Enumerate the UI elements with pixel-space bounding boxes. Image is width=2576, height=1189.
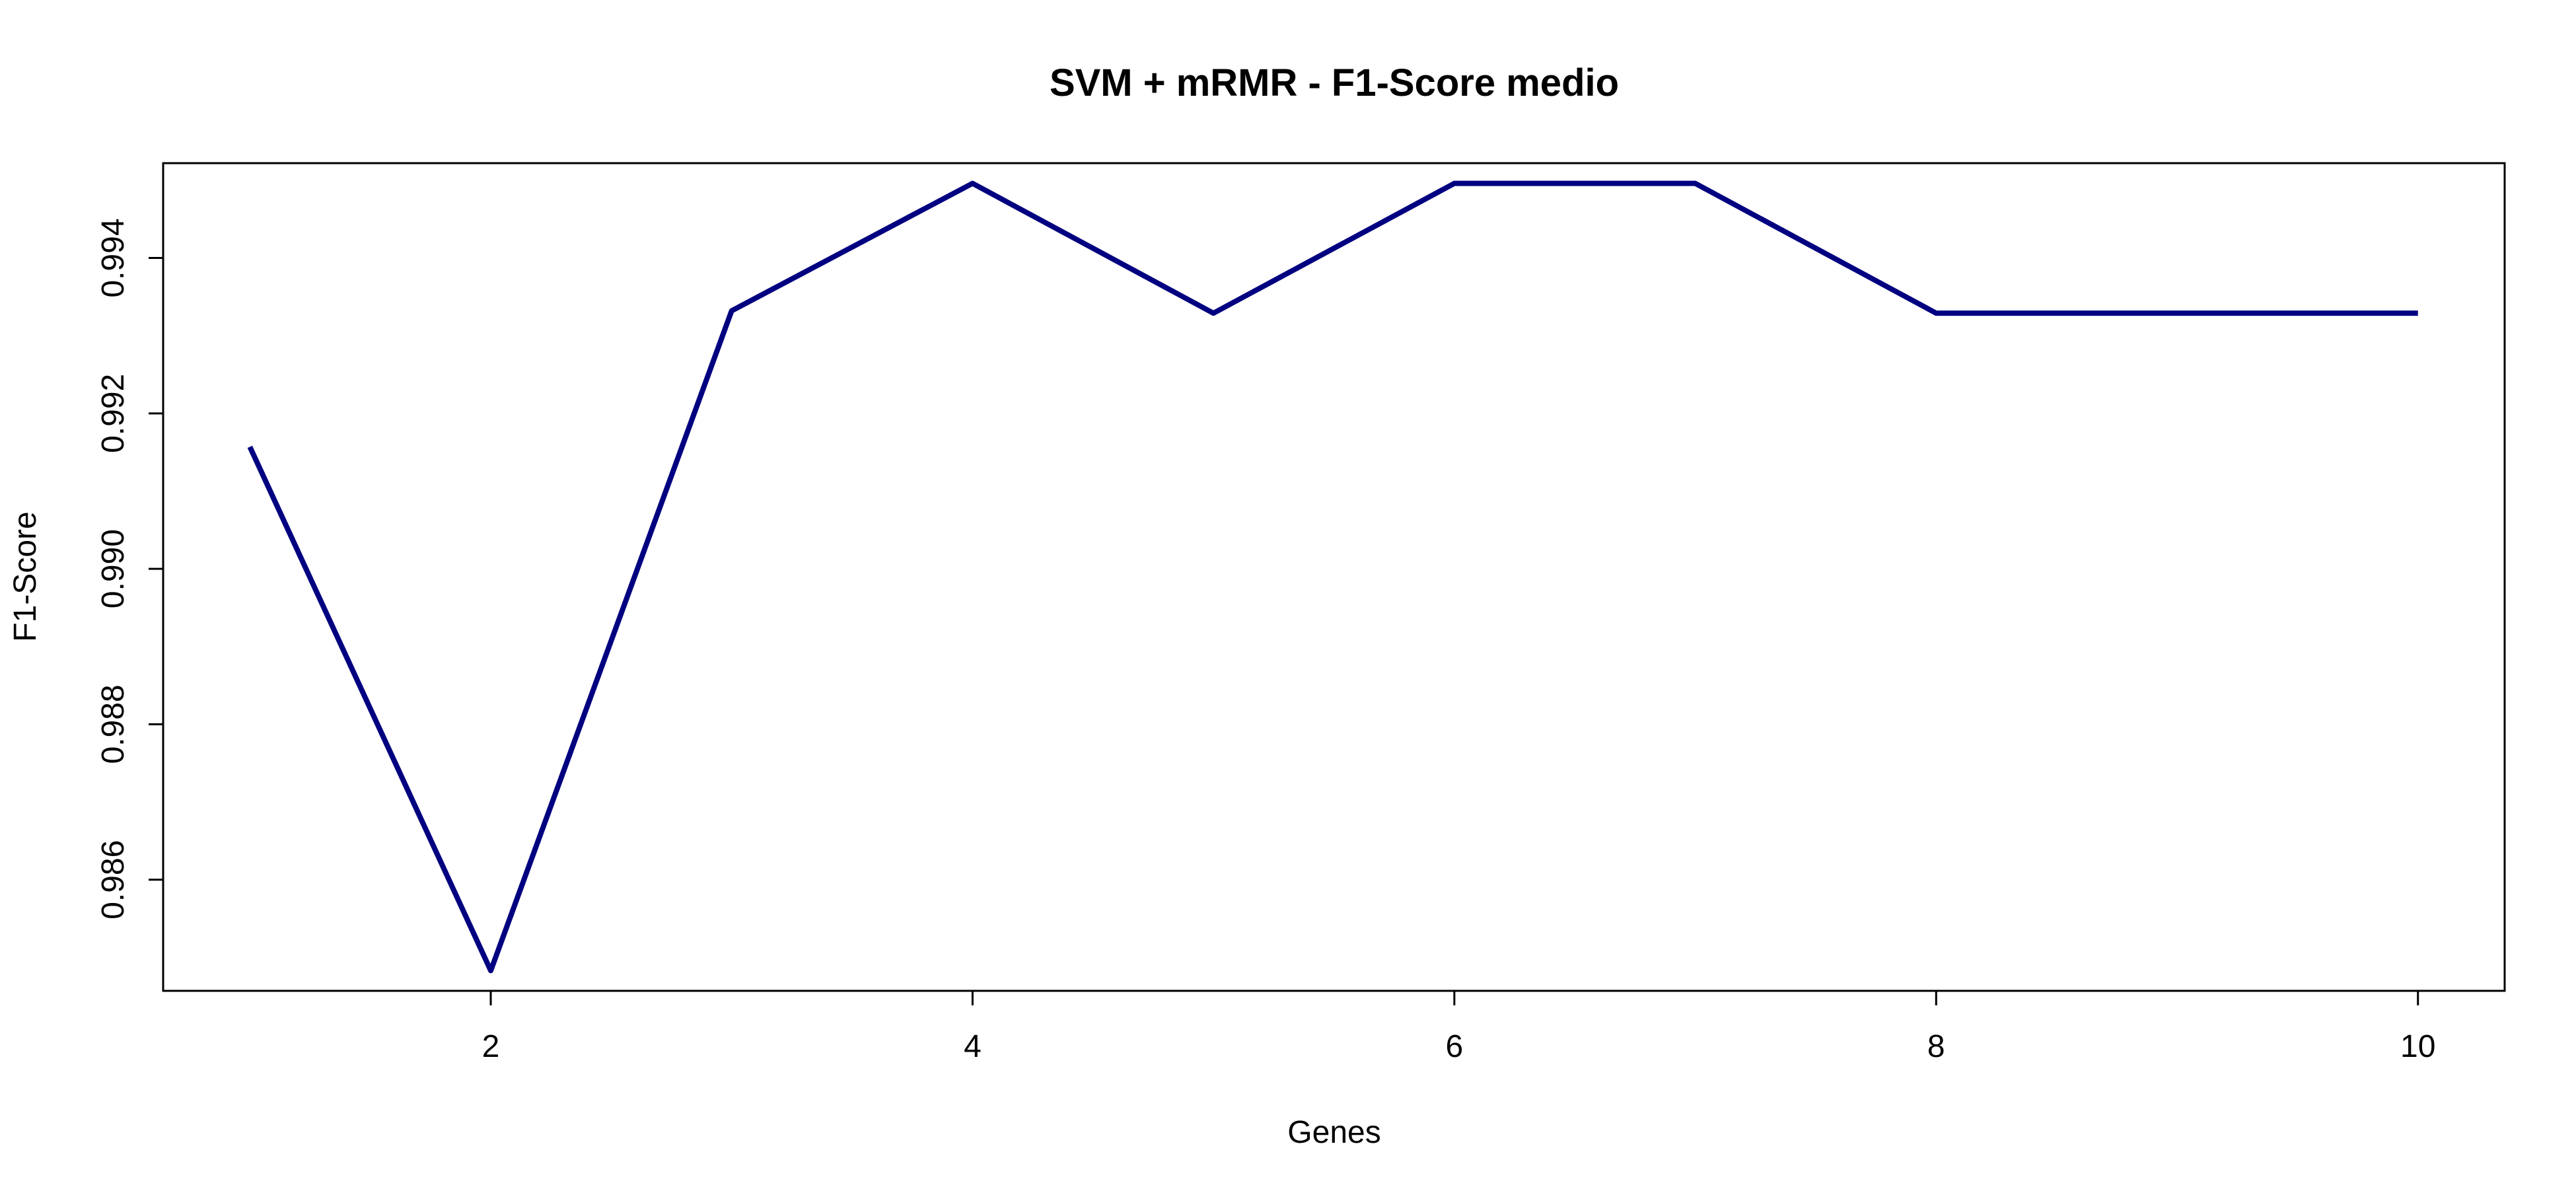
y-tick-label: 0.988 bbox=[96, 684, 131, 764]
x-tick-label: 10 bbox=[2400, 1029, 2435, 1064]
x-tick-label: 6 bbox=[1446, 1029, 1464, 1064]
y-axis-label: F1-Score bbox=[8, 511, 43, 641]
x-tick-label: 2 bbox=[482, 1029, 500, 1064]
chart-title: SVM + mRMR - F1-Score medio bbox=[1050, 61, 1619, 104]
x-axis: 2 4 6 8 10 bbox=[482, 991, 2435, 1064]
y-tick-label: 0.994 bbox=[96, 218, 131, 297]
plot-frame bbox=[162, 162, 2506, 992]
plot-area: 2 4 6 8 10 0.986 0.988 0.990 0.992 0.994 bbox=[96, 162, 2506, 1064]
x-axis-label: Genes bbox=[1287, 1115, 1380, 1150]
y-tick-label: 0.992 bbox=[96, 374, 131, 453]
x-tick-label: 8 bbox=[1927, 1029, 1945, 1064]
series-line bbox=[247, 180, 2418, 974]
y-tick-label: 0.986 bbox=[96, 840, 131, 919]
x-tick-label: 4 bbox=[964, 1029, 982, 1064]
y-tick-label: 0.990 bbox=[96, 529, 131, 608]
y-axis: 0.986 0.988 0.990 0.992 0.994 bbox=[96, 218, 163, 919]
